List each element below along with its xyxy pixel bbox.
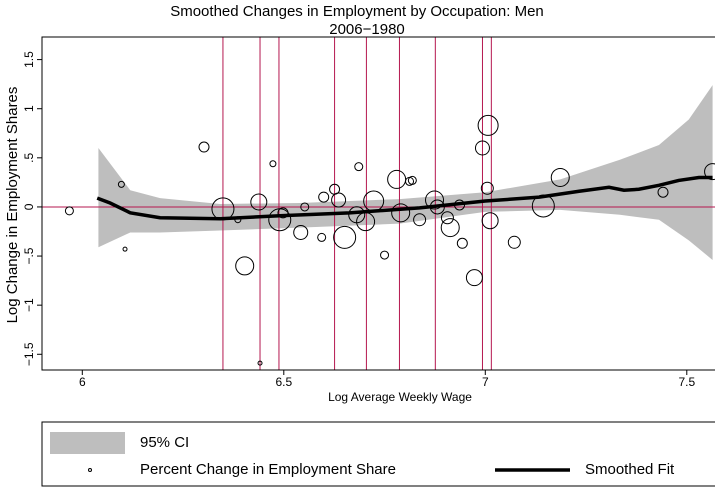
x-tick-label: 7 [482, 375, 489, 389]
scatter-point [269, 160, 277, 168]
scatter-point [391, 203, 411, 223]
scatter-point [317, 232, 327, 242]
plot-area [42, 37, 715, 370]
legend-label: Percent Change in Employment Share [140, 461, 396, 478]
scatter-point [440, 211, 454, 225]
legend-box [41, 421, 715, 487]
scatter-point [198, 141, 210, 153]
y-tick-label: −.5 [22, 247, 36, 264]
scatter-point [300, 202, 310, 212]
scatter-point [465, 269, 483, 287]
scatter-point [277, 207, 289, 219]
scatter-point [440, 218, 460, 238]
x-tick-label: 6 [79, 375, 86, 389]
scatter-point [425, 190, 445, 210]
y-tick-label: −1.5 [22, 342, 36, 366]
scatter-point [413, 213, 427, 227]
scatter-point [550, 167, 570, 187]
scatter-point [380, 250, 390, 260]
axes: −1.5 −1 −.5 0 .5 1 1.5 6 6.5 7 7.5 [22, 51, 695, 389]
legend-label: Smoothed Fit [585, 461, 675, 478]
scatter-point [480, 181, 494, 195]
legend-label: 95% CI [140, 434, 189, 451]
scatter-point [456, 237, 468, 249]
y-tick-label: 1 [22, 105, 36, 112]
scatter-point [704, 163, 715, 181]
smoothed-line [96, 175, 713, 221]
scatter-point [477, 114, 499, 136]
scatter-point [318, 191, 330, 203]
x-tick-label: 6.5 [275, 375, 292, 389]
scatter-point [657, 186, 669, 198]
scatter-point [481, 212, 499, 230]
x-tick-label: 7.5 [678, 375, 695, 389]
y-tick-label: .5 [22, 152, 36, 162]
chart-subtitle: 2006−1980 [329, 21, 405, 38]
y-axis-label: Log Change in Employment Shares [4, 87, 21, 324]
scatter-point [333, 225, 357, 249]
x-axis-label: Log Average Weekly Wage [328, 390, 472, 404]
scatter-point [117, 180, 125, 188]
scatter-point [354, 162, 364, 172]
confidence-band [98, 85, 713, 260]
scatter-point [235, 256, 255, 276]
y-tick-label: 0 [22, 203, 36, 210]
scatter-point [250, 193, 268, 211]
legend-swatch [50, 432, 125, 454]
scatter-point [122, 246, 128, 252]
scatter-point [64, 206, 74, 216]
plot-frame [41, 36, 715, 371]
chart-title: Smoothed Changes in Employment by Occupa… [170, 3, 544, 20]
scatter-point [407, 175, 417, 185]
scatter-point [293, 224, 309, 240]
scatter-point [474, 140, 490, 156]
legend-swatch [88, 468, 92, 472]
scatter-point [257, 360, 263, 366]
y-tick-label: 1.5 [22, 51, 36, 68]
scatter-point [507, 235, 521, 249]
y-tick-label: −1 [22, 298, 36, 312]
scatter-point [331, 192, 347, 208]
scatter-point [387, 169, 407, 189]
legend: 95% CI Percent Change in Employment Shar… [41, 421, 715, 487]
